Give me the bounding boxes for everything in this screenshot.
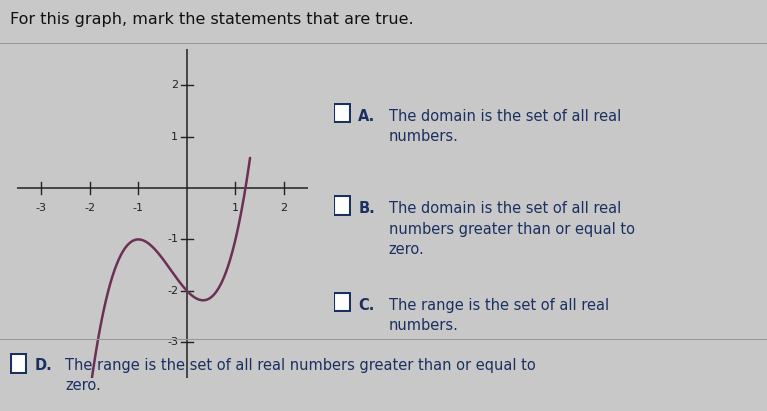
Text: -1: -1 [167,234,178,245]
Text: The range is the set of all real numbers greater than or equal to
zero.: The range is the set of all real numbers… [65,358,536,393]
Text: The domain is the set of all real
numbers greater than or equal to
zero.: The domain is the set of all real number… [389,201,635,257]
Text: D.: D. [35,358,52,372]
Text: The domain is the set of all real
numbers.: The domain is the set of all real number… [389,109,621,144]
Text: 2: 2 [171,80,178,90]
Text: -2: -2 [84,203,95,213]
Text: A.: A. [358,109,375,124]
Text: -2: -2 [167,286,178,296]
Text: C.: C. [358,298,374,313]
Text: -3: -3 [35,203,47,213]
Text: For this graph, mark the statements that are true.: For this graph, mark the statements that… [10,12,413,27]
Text: 1: 1 [232,203,239,213]
Text: B.: B. [358,201,375,216]
Text: The range is the set of all real
numbers.: The range is the set of all real numbers… [389,298,609,333]
Text: -1: -1 [133,203,144,213]
Text: -3: -3 [167,337,178,347]
Text: 1: 1 [171,132,178,142]
Text: 2: 2 [281,203,288,213]
